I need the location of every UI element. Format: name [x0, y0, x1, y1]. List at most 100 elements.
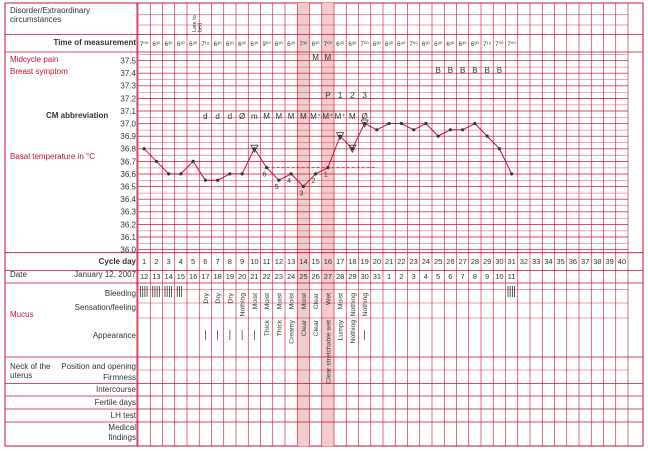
late-to-bed-text: Late to: [192, 15, 198, 32]
temperature-point: [240, 172, 244, 176]
high-temperature-marker: [348, 144, 357, 154]
appearance-cell-text: Lumpy: [338, 319, 345, 340]
cm-mark: d: [203, 112, 207, 121]
sensation-cell-text: Dry: [227, 292, 234, 303]
date-cell: 12: [140, 272, 148, 281]
temp-scale-label: 36.4: [120, 195, 136, 204]
time-cell: 6³⁰: [373, 41, 382, 48]
date-cell: 8: [473, 272, 477, 281]
time-cell: 7⁰⁰: [507, 41, 516, 48]
cycle-day-label: Cycle day: [99, 257, 137, 266]
time-cell: 6³⁰: [471, 41, 480, 48]
cycle-day-cell: 36: [569, 257, 577, 266]
cm-mark: M: [263, 112, 270, 121]
cycle-day-cell: 21: [385, 257, 393, 266]
time-cell: 6³⁰: [214, 41, 223, 48]
high-temperature-marker: [360, 119, 369, 128]
temperature-point: [142, 147, 146, 151]
time-cell: 6³⁰: [348, 41, 357, 48]
temperature-point: [191, 159, 195, 163]
medical-findings-label-2: findings: [108, 433, 136, 442]
cycle-day-cell: 10: [250, 257, 258, 266]
cycle-day-cell: 33: [532, 257, 540, 266]
sensation-cell-text: Nothing: [362, 293, 369, 317]
fertile-days-label: Fertile days: [95, 398, 136, 407]
appearance-cell: Clear: [301, 319, 308, 336]
sensation-cell: Nothing: [350, 293, 357, 317]
temp-scale-label: 36.2: [120, 220, 136, 229]
neck-of-uterus-label-1: Neck of the: [10, 362, 51, 371]
temperature-point: [461, 128, 465, 132]
breast-mark: B: [435, 66, 440, 75]
sensation-cell-text: Moist: [264, 293, 271, 309]
appearance-cell-text: Clear: [301, 319, 308, 336]
peak-count-mark: P: [325, 91, 330, 100]
cycle-day-cell: 1: [142, 257, 146, 266]
sensation-cell-text: Nothing: [350, 293, 357, 317]
appearance-cell-text: Clear: [313, 319, 320, 336]
temperature-point: [485, 134, 489, 138]
cm-mark: M⁺: [310, 112, 321, 121]
appearance-cell: Creamy: [289, 319, 296, 343]
date-cell: 15: [177, 272, 185, 281]
time-cell: 6³⁰: [446, 41, 455, 48]
cm-mark: m: [251, 112, 258, 121]
temperature-point: [387, 121, 391, 126]
medical-findings-label-1: Medical: [108, 423, 136, 432]
date-cell: 14: [164, 272, 172, 281]
late-to-bed-text: bed: [198, 23, 204, 32]
appearance-cell-text: Clear stretchable wet: [325, 320, 332, 384]
temp-scale-label: 37.5: [120, 57, 136, 66]
cm-mark: M: [288, 112, 295, 121]
temp-scale-label: 37.3: [120, 82, 136, 91]
disorder-label-1: Disorder/Extraordinary: [10, 6, 90, 15]
bleeding-label: Bleeding: [105, 289, 136, 298]
time-cell: 6³⁰: [275, 41, 284, 48]
date-value: January 12, 2007: [74, 270, 136, 279]
date-cell: 24: [287, 272, 295, 281]
lh-test-label: LH test: [111, 411, 137, 420]
temp-scale-label: 36.3: [120, 208, 136, 217]
time-cell: 6³⁰: [177, 41, 186, 48]
sensation-cell: Moist: [301, 293, 308, 309]
date-cell: 2: [399, 272, 403, 281]
temperature-point: [203, 178, 207, 182]
cycle-day-cell: 8: [228, 257, 232, 266]
midcycle-mark: M: [312, 53, 319, 62]
cm-mark: Ø: [362, 112, 368, 121]
sensation-cell: Moist: [289, 293, 296, 309]
time-cell: 7⁰⁰: [409, 41, 418, 48]
cycle-day-cell: 11: [263, 257, 271, 266]
appearance-cell: Thick: [264, 319, 271, 336]
high-temperature-marker: [335, 132, 345, 141]
time-cell: 7¹⁵: [201, 41, 210, 48]
temp-scale-label: 37.2: [120, 94, 136, 103]
date-cell: 11: [508, 272, 516, 281]
temperature-point: [216, 178, 220, 182]
temperature-point: [289, 172, 293, 176]
midcycle-mark: M: [325, 53, 332, 62]
temp-scale-label: 36.7: [120, 157, 136, 166]
cycle-day-cell: 13: [287, 257, 295, 266]
temperature-point: [301, 184, 305, 189]
time-cell: 7¹⁵: [483, 41, 492, 48]
cycle-day-cell: 14: [299, 257, 307, 266]
peak-count-mark: 2: [350, 91, 355, 100]
temperature-point: [375, 128, 379, 132]
temperature-point: [448, 128, 452, 132]
temp-scale-label: 37.0: [120, 120, 136, 129]
high-temperature-marker: [250, 144, 259, 154]
late-to-bed-note: Late to bed: [192, 15, 204, 32]
temp-scale-label: 37.1: [120, 107, 136, 116]
date-cell: 20: [238, 272, 246, 281]
cm-mark: M: [349, 112, 356, 121]
date-cell: 6: [448, 272, 452, 281]
date-cell: 25: [299, 272, 307, 281]
cycle-day-cell: 24: [422, 257, 430, 266]
low-temperature-count: 1: [324, 172, 328, 179]
sensation-cell: Dry: [227, 292, 234, 303]
appearance-label: Appearance: [93, 331, 137, 340]
intercourse-label: Intercourse: [96, 385, 137, 394]
sensation-cell: Nothing: [240, 293, 247, 317]
peak-count-mark: 1: [338, 91, 343, 100]
